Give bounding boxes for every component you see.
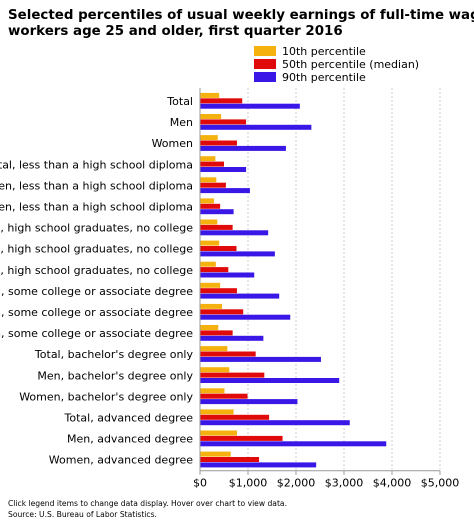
legend-swatch-2[interactable] <box>254 59 276 69</box>
bar-3-16[interactable] <box>200 441 387 447</box>
bar-1-14[interactable] <box>200 388 225 394</box>
bar-1-10[interactable] <box>200 303 223 309</box>
bar-3-6[interactable] <box>200 230 269 236</box>
legend-label-2[interactable]: 50th percentile (median) <box>282 58 419 71</box>
bar-2-9[interactable] <box>200 288 237 294</box>
category-label-7: Men, high school graduates, no college <box>0 243 193 256</box>
x-tick-label-4: $4,000 <box>373 477 412 490</box>
category-label-12: Total, bachelor's degree only <box>34 348 194 361</box>
chart-title: Selected percentiles of usual weekly ear… <box>8 8 474 40</box>
bar-1-13[interactable] <box>200 367 230 373</box>
bar-3-9[interactable] <box>200 293 280 299</box>
bar-3-1[interactable] <box>200 124 312 130</box>
bar-1-5[interactable] <box>200 198 214 204</box>
bar-2-10[interactable] <box>200 309 244 315</box>
bar-3-2[interactable] <box>200 145 286 151</box>
bar-1-11[interactable] <box>200 325 219 330</box>
bar-3-17[interactable] <box>200 462 317 468</box>
bar-3-14[interactable] <box>200 399 298 405</box>
bar-2-14[interactable] <box>200 393 248 399</box>
category-label-10: Men, some college or associate degree <box>0 306 193 319</box>
category-label-16: Men, advanced degree <box>67 433 193 446</box>
bar-3-13[interactable] <box>200 378 340 383</box>
bar-1-3[interactable] <box>200 156 216 162</box>
bar-3-5[interactable] <box>200 209 234 215</box>
bar-2-16[interactable] <box>200 435 283 441</box>
x-tick-label-0: $0 <box>193 477 207 490</box>
bar-2-6[interactable] <box>200 224 233 230</box>
bar-1-15[interactable] <box>200 409 234 415</box>
bar-3-12[interactable] <box>200 356 321 362</box>
category-label-11: Women, some college or associate degree <box>0 327 193 340</box>
category-label-5: Women, less than a high school diploma <box>0 201 193 214</box>
x-tick-label-1: $1,000 <box>229 477 268 490</box>
bar-1-17[interactable] <box>200 451 231 457</box>
bar-3-3[interactable] <box>200 167 247 172</box>
category-label-1: Men <box>170 116 193 129</box>
bar-1-2[interactable] <box>200 135 218 141</box>
legend-swatch-1[interactable] <box>254 46 276 56</box>
bar-1-6[interactable] <box>200 219 218 225</box>
bar-1-16[interactable] <box>200 430 237 436</box>
category-label-0: Total <box>166 95 193 108</box>
bar-3-11[interactable] <box>200 335 264 341</box>
bar-2-13[interactable] <box>200 372 265 378</box>
bar-1-7[interactable] <box>200 240 220 246</box>
bar-2-11[interactable] <box>200 330 233 336</box>
category-label-6: Total, high school graduates, no college <box>0 222 193 235</box>
bar-1-1[interactable] <box>200 114 222 119</box>
bar-3-4[interactable] <box>200 188 250 194</box>
bar-2-17[interactable] <box>200 457 260 462</box>
chart-title-line-1: Selected percentiles of usual weekly ear… <box>8 8 474 23</box>
bar-2-15[interactable] <box>200 414 270 420</box>
category-label-8: Women, high school graduates, no college <box>0 264 193 277</box>
bar-2-1[interactable] <box>200 119 247 125</box>
category-label-2: Women <box>152 137 193 150</box>
chart-title-line-2: workers age 25 and older, first quarter … <box>8 24 343 39</box>
x-tick-label-2: $2,000 <box>277 477 316 490</box>
footer-source: Source: U.S. Bureau of Labor Statistics. <box>8 510 157 519</box>
legend-swatch-3[interactable] <box>254 72 276 82</box>
bar-1-8[interactable] <box>200 261 216 267</box>
bar-3-8[interactable] <box>200 272 255 278</box>
category-label-14: Women, bachelor's degree only <box>19 390 193 403</box>
bar-2-2[interactable] <box>200 140 237 146</box>
category-label-13: Men, bachelor's degree only <box>37 369 193 382</box>
bar-3-10[interactable] <box>200 314 291 320</box>
bar-2-3[interactable] <box>200 161 224 167</box>
bar-2-8[interactable] <box>200 267 229 273</box>
x-tick-label-5: $5,000 <box>421 477 460 490</box>
chart-footer: Click legend items to change data displa… <box>8 498 287 520</box>
bar-1-9[interactable] <box>200 282 221 288</box>
category-label-15: Total, advanced degree <box>64 412 194 425</box>
legend-label-3[interactable]: 90th percentile <box>282 71 366 84</box>
bar-1-12[interactable] <box>200 346 228 352</box>
legend-label-1[interactable]: 10th percentile <box>282 45 366 58</box>
bar-2-7[interactable] <box>200 246 237 251</box>
footer-note: Click legend items to change data displa… <box>8 499 287 508</box>
bar-2-12[interactable] <box>200 351 256 357</box>
category-label-9: Total, some college or associate degree <box>0 285 193 298</box>
bar-2-5[interactable] <box>200 203 221 209</box>
bar-1-0[interactable] <box>200 92 220 98</box>
bar-2-0[interactable] <box>200 98 243 104</box>
category-label-17: Women, advanced degree <box>49 454 193 467</box>
bar-3-7[interactable] <box>200 251 275 257</box>
bar-3-0[interactable] <box>200 103 300 109</box>
category-label-4: Men, less than a high school diploma <box>0 179 193 192</box>
bar-1-4[interactable] <box>200 177 217 183</box>
category-label-3: Total, less than a high school diploma <box>0 158 193 171</box>
x-tick-label-3: $3,000 <box>325 477 364 490</box>
bar-2-4[interactable] <box>200 182 226 188</box>
bar-3-15[interactable] <box>200 420 350 426</box>
